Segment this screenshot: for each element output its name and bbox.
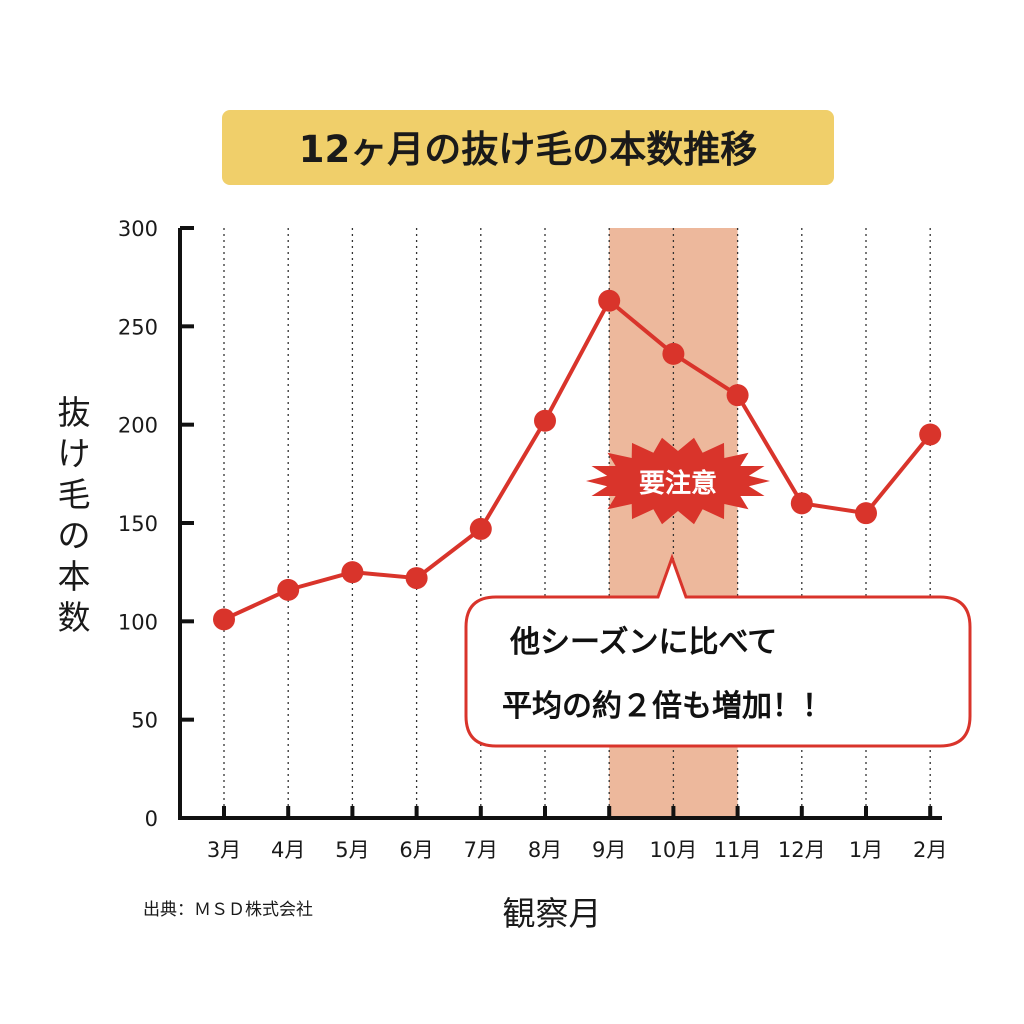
y-tick-label: 300	[118, 217, 158, 241]
data-point-3月	[213, 608, 235, 631]
x-tick-label: 6月	[399, 838, 433, 862]
callout-bubble	[464, 553, 972, 748]
x-tick-label: 8月	[528, 838, 562, 862]
x-tick-label: 11月	[714, 838, 762, 862]
series-layer	[213, 289, 942, 631]
x-tick-label: 5月	[335, 838, 369, 862]
x-tick-label: 10月	[650, 838, 698, 862]
y-tick-label: 250	[118, 315, 158, 339]
x-tick-label: 2月	[913, 838, 947, 862]
y-tick-label: 50	[131, 709, 158, 733]
x-tick-label: 4月	[271, 838, 305, 862]
y-tick-label: 150	[118, 512, 158, 536]
data-point-2月	[919, 423, 942, 446]
chart-title: 12ヶ月の抜け毛の本数推移	[299, 128, 758, 171]
x-tick-labels: 3月 4月 5月 6月 7月 8月 9月 10月 11月 12月 1月 2月	[207, 806, 947, 862]
data-point-6月	[405, 567, 428, 590]
x-tick-label: 9月	[592, 838, 626, 862]
y-axis-label: 抜け毛の本数	[58, 393, 91, 637]
y-tick-label: 100	[118, 610, 158, 634]
data-point-12月	[790, 492, 813, 515]
data-point-4月	[277, 578, 300, 601]
data-point-11月	[726, 384, 749, 407]
y-tick-label: 200	[118, 414, 158, 438]
data-point-10月	[662, 342, 685, 365]
series-line	[223, 298, 932, 622]
callout-line-1: 他シーズンに比べて	[509, 625, 777, 660]
callout-line-2: 平均の約２倍も増加！！	[502, 689, 832, 724]
caution-badge-text: 要注意	[639, 468, 717, 499]
x-tick-label: 12月	[778, 838, 826, 862]
y-tick-labels: 0 50 100 150 200 250 300	[118, 217, 194, 831]
x-tick-label: 7月	[464, 838, 498, 862]
data-point-8月	[534, 409, 556, 432]
data-point-9月	[598, 289, 621, 312]
x-tick-label: 1月	[849, 838, 883, 862]
title-banner	[222, 110, 834, 185]
data-point-7月	[469, 517, 492, 540]
x-axis-label: 観察月	[503, 894, 602, 933]
data-point-5月	[341, 561, 364, 584]
data-point-1月	[855, 502, 877, 525]
caution-badge-burst	[586, 437, 770, 525]
source-note: 出典：ＭＳＤ株式会社	[143, 900, 313, 920]
y-tick-label: 0	[145, 807, 158, 831]
x-tick-label: 3月	[207, 838, 241, 862]
